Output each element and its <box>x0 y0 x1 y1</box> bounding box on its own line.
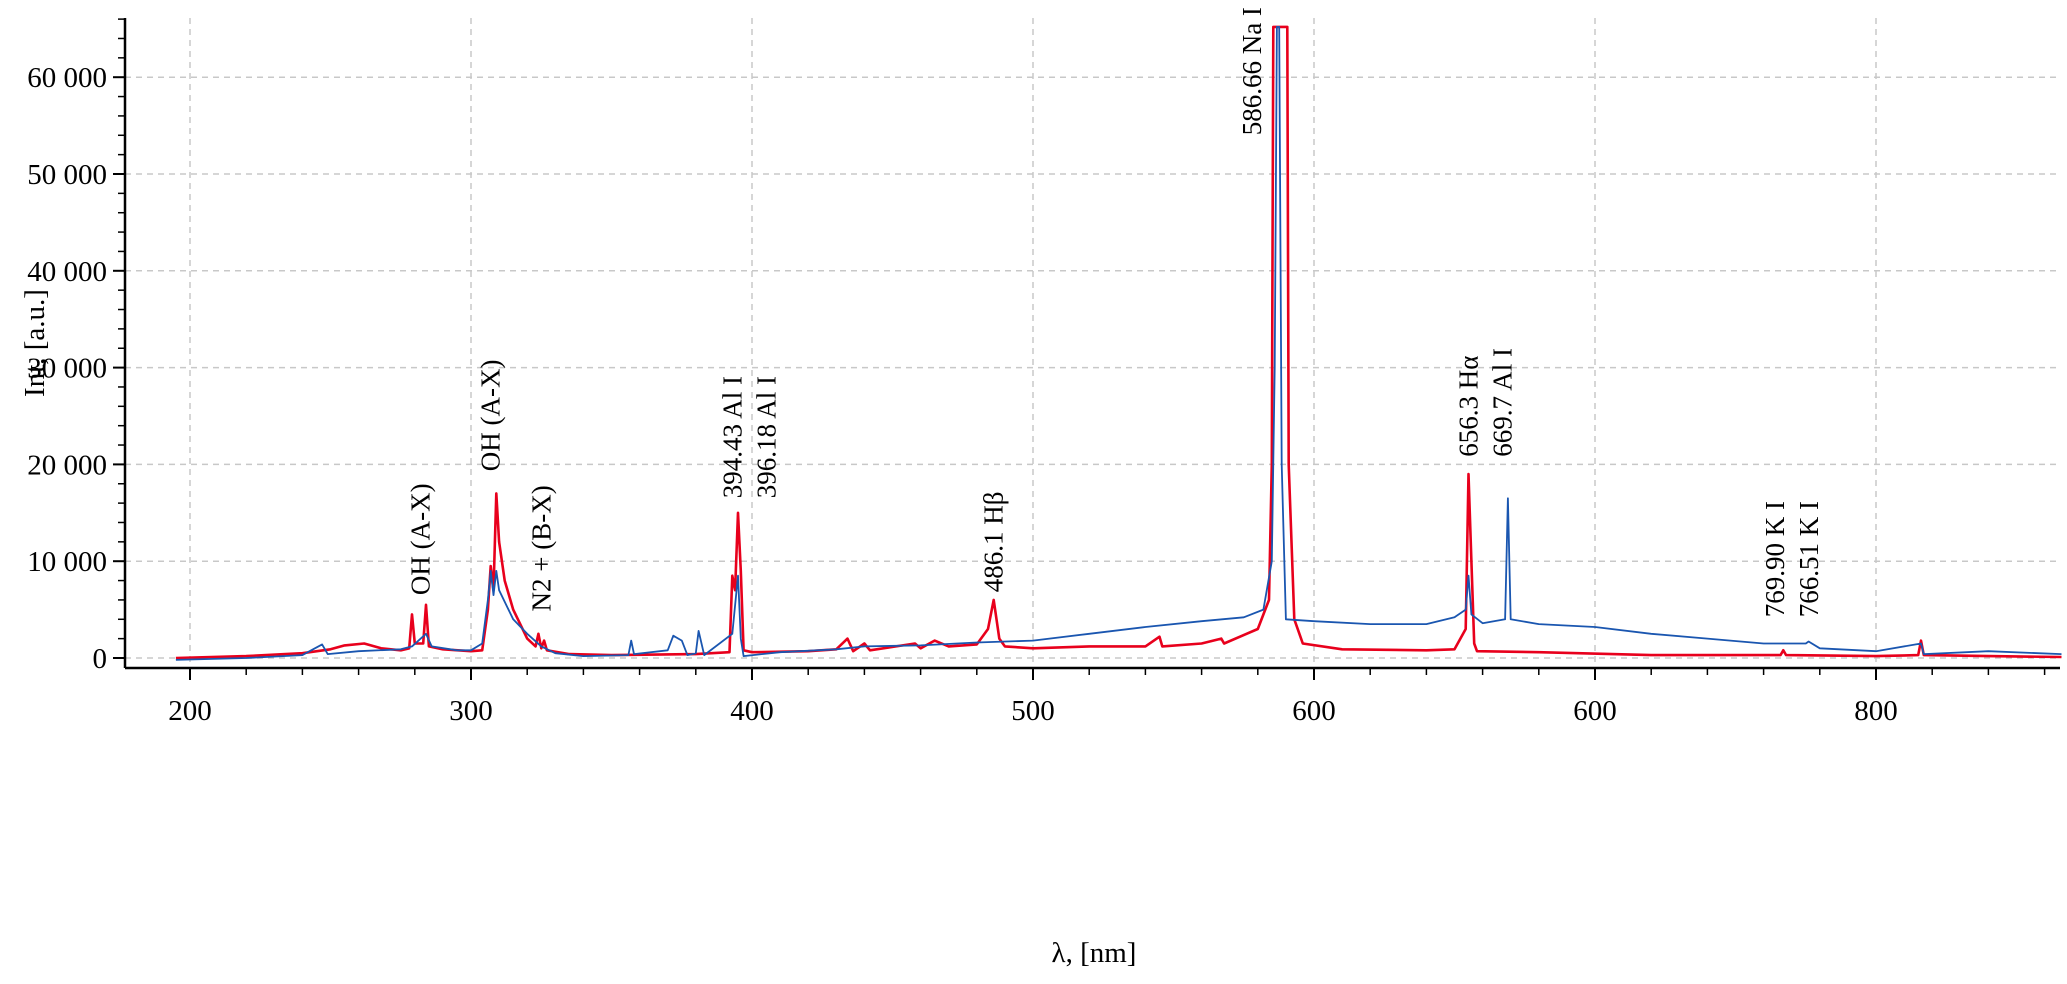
series-group <box>175 25 2062 661</box>
y-tick-label: 60 000 <box>27 62 107 94</box>
peak-annotation: OH (A-X) <box>405 483 435 595</box>
y-tick-label: 10 000 <box>27 546 107 578</box>
peak-annotation: 396.18 Al I <box>751 376 781 498</box>
y-axis-title: Int, [a.u.] <box>19 289 51 397</box>
x-tick-label: 800 <box>1854 695 1898 727</box>
y-tick-label: 20 000 <box>27 449 107 481</box>
peak-annotation: OH (A-X) <box>476 359 506 471</box>
peak-annotation: 394.43 Al I <box>717 376 747 498</box>
y-tick-label: 0 <box>93 643 108 675</box>
x-tick-label: 500 <box>1011 695 1055 727</box>
series-blue-line <box>175 26 2062 661</box>
axes: 200 300 400 500 600 600 800 0 10 000 20 000 30 000… <box>27 18 2060 727</box>
annotations: OH (A-X) OH (A-X) N2 + (B-X) 394.43 Al I 396… <box>405 7 1823 617</box>
peak-annotation: N2 + (B-X) <box>526 485 556 611</box>
x-tick-label: 400 <box>730 695 774 727</box>
y-tick-label: 30 000 <box>27 353 107 385</box>
y-tick-label: 40 000 <box>27 256 107 288</box>
x-tick-label: 300 <box>449 695 493 727</box>
x-tick-label: 600 <box>1573 695 1617 727</box>
peak-annotation: 586.66 Na I <box>1237 7 1267 135</box>
peak-annotation: 766.51 K I <box>1794 501 1824 617</box>
x-tick-label: 600 <box>1292 695 1336 727</box>
peak-annotation: 769.90 K I <box>1760 501 1790 617</box>
x-tick-label: 200 <box>168 695 212 727</box>
y-tick-label: 50 000 <box>27 159 107 191</box>
peak-annotation: 656.3 Hα <box>1454 356 1484 457</box>
peak-annotation: 486.1 Hβ <box>979 491 1009 592</box>
grid <box>125 18 2060 668</box>
peak-annotation: 669.7 Al I <box>1488 348 1518 457</box>
x-axis-title: λ, [nm] <box>1052 937 1137 969</box>
